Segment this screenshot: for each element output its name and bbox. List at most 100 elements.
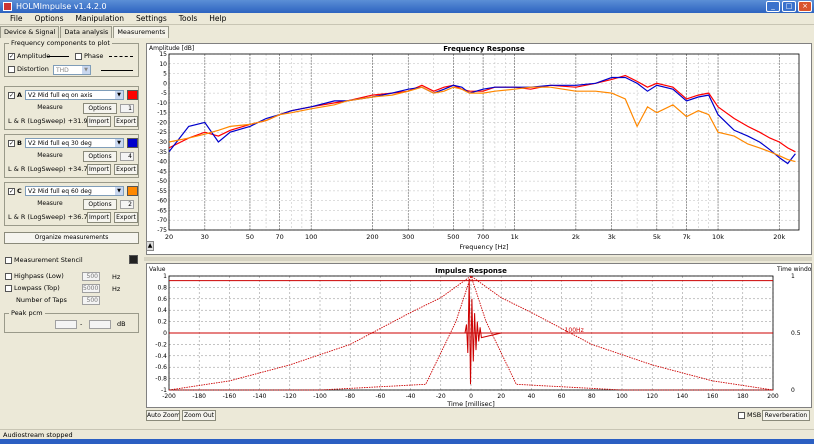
x-tick-label: 5k <box>653 233 661 241</box>
x-tick-label: 20 <box>165 233 173 241</box>
measurement-number-input[interactable]: 1 <box>120 104 134 113</box>
menu-file[interactable]: File <box>10 14 23 23</box>
highpass-checkbox[interactable] <box>5 272 12 280</box>
measurement-color-swatch[interactable] <box>127 138 138 148</box>
measurement-select[interactable]: V2 Mid full eq on axis ▼ <box>25 90 124 100</box>
options-button[interactable]: Options <box>83 199 117 210</box>
highpass-input[interactable]: 500 <box>82 272 100 281</box>
y-tick-label: -60 <box>157 198 167 205</box>
export-button[interactable]: Export <box>114 116 138 127</box>
measurement-number-input[interactable]: 2 <box>120 200 134 209</box>
lowpass-input[interactable]: 5000 <box>82 284 100 293</box>
measure-button[interactable]: Measure <box>37 200 63 207</box>
tab-device-signal[interactable]: Device & Signal <box>0 26 60 38</box>
x-tick-label: 160 <box>707 393 719 400</box>
peak-input-1[interactable] <box>55 320 77 329</box>
chevron-down-icon: ▼ <box>115 187 123 195</box>
measurement-color-swatch[interactable] <box>127 186 138 196</box>
distortion-value: THD <box>56 67 69 74</box>
y-tick-label: 0.6 <box>157 296 167 303</box>
measurement-info: L & R (LogSweep) +34.7dB <box>8 165 97 173</box>
measurement-letter: A <box>17 91 23 99</box>
right-tick-label: 0.5 <box>791 330 801 337</box>
x-tick-label: -140 <box>253 393 267 400</box>
right-tick-label: 0 <box>791 387 795 394</box>
maximize-button[interactable]: □ <box>782 1 796 12</box>
x-tick-label: -160 <box>223 393 237 400</box>
measurement-checkbox[interactable]: ✓ <box>8 91 15 99</box>
y-tick-label: -35 <box>157 149 167 156</box>
menu-settings[interactable]: Settings <box>135 14 167 23</box>
measurement-color-swatch[interactable] <box>127 90 138 100</box>
taps-input[interactable]: 500 <box>82 296 100 305</box>
import-button[interactable]: Import <box>87 212 111 223</box>
auto-zoom-button[interactable]: Auto Zoom <box>146 410 180 421</box>
left-panel: Frequency components to plot ✓ Amplitude … <box>2 39 142 429</box>
measurement-slot-option[interactable]: ✓ B <box>8 139 22 147</box>
lowpass-option[interactable]: Lowpass (Top) <box>5 284 60 292</box>
close-button[interactable]: × <box>798 1 812 12</box>
phase-option[interactable]: Phase <box>75 52 103 60</box>
measurement-select[interactable]: V2 Mid full eq 30 deg ▼ <box>25 138 124 148</box>
stencil-color-swatch[interactable] <box>129 255 138 264</box>
measurement-select[interactable]: V2 Mid full eq 60 deg ▼ <box>25 186 124 196</box>
import-button[interactable]: Import <box>87 164 111 175</box>
y-tick-label: 0 <box>163 330 167 337</box>
import-button[interactable]: Import <box>87 116 111 127</box>
measurement-number-input[interactable]: 4 <box>120 152 134 161</box>
reverberation-button[interactable]: Reverberation <box>762 410 810 421</box>
measurement-checkbox[interactable]: ✓ <box>8 139 15 147</box>
scroll-up-icon[interactable]: ▲ <box>146 241 154 251</box>
options-button[interactable]: Options <box>83 151 117 162</box>
menu-help[interactable]: Help <box>209 14 227 23</box>
distortion-select[interactable]: THD ▼ <box>53 65 91 75</box>
tab-measurements[interactable]: Measurements <box>113 26 170 38</box>
zoom-out-button[interactable]: Zoom Out <box>182 410 216 421</box>
msb-option[interactable]: MSB <box>738 411 761 419</box>
measure-button[interactable]: Measure <box>37 152 63 159</box>
measurement-letter: B <box>17 139 22 147</box>
tab-data-analysis[interactable]: Data analysis <box>60 26 113 38</box>
taskbar <box>0 439 814 444</box>
measurement-stencil-option[interactable]: Measurement Stencil <box>5 256 83 264</box>
export-button[interactable]: Export <box>114 212 138 223</box>
impulse-response-chart[interactable]: 1 0.8 0.6 0.4 0.2 0 -0.2 -0.4 -0.6 -0.8 -1 -200 -180… <box>146 263 814 408</box>
options-button[interactable]: Options <box>83 103 117 114</box>
measurement-slot-c: ✓ C V2 Mid full eq 60 deg ▼ Measure Option… <box>4 182 139 226</box>
minimize-button[interactable]: _ <box>766 1 780 12</box>
frequency-response-chart[interactable]: 15 10 5 0 -5 -10 -15 -20 -25 -30 -35 -40 -45 -50 -55 -6… <box>146 43 812 255</box>
stencil-checkbox[interactable] <box>5 256 12 264</box>
app-icon <box>3 2 12 11</box>
distortion-checkbox[interactable] <box>8 65 15 73</box>
export-button[interactable]: Export <box>114 164 138 175</box>
splitter[interactable] <box>144 257 812 261</box>
frequency-components-title: Frequency components to plot <box>9 39 112 47</box>
menu-options[interactable]: Options <box>34 14 64 23</box>
y-axis-label: Value <box>149 266 166 273</box>
x-tick-label: -100 <box>313 393 327 400</box>
measurement-slot-option[interactable]: ✓ C <box>8 187 22 195</box>
organize-measurements-button[interactable]: Organize measurements <box>4 232 139 244</box>
measurement-checkbox[interactable]: ✓ <box>8 187 15 195</box>
phase-checkbox[interactable] <box>75 52 82 60</box>
menu-manipulation[interactable]: Manipulation <box>75 14 124 23</box>
peak-input-2[interactable] <box>89 320 111 329</box>
msb-checkbox[interactable] <box>738 411 745 419</box>
amplitude-label: Amplitude <box>17 52 51 60</box>
phase-line-sample <box>109 56 133 57</box>
distortion-option[interactable]: Distortion <box>8 65 49 73</box>
amplitude-checkbox[interactable]: ✓ <box>8 52 15 60</box>
amplitude-option[interactable]: ✓ Amplitude <box>8 52 50 60</box>
menu-tools[interactable]: Tools <box>178 14 198 23</box>
y-tick-label: 1 <box>163 273 167 280</box>
amplitude-line-sample <box>47 56 69 57</box>
x-tick-label: 200 <box>767 393 779 400</box>
measure-button[interactable]: Measure <box>37 104 63 111</box>
lowpass-checkbox[interactable] <box>5 284 12 292</box>
y-tick-label: -45 <box>157 168 167 175</box>
x-tick-label: 30 <box>201 233 209 241</box>
highpass-option[interactable]: Highpass (Low) <box>5 272 64 280</box>
taps-label: Number of Taps <box>16 296 67 304</box>
y-tick-label: 10 <box>159 61 167 68</box>
measurement-slot-option[interactable]: ✓ A <box>8 91 22 99</box>
